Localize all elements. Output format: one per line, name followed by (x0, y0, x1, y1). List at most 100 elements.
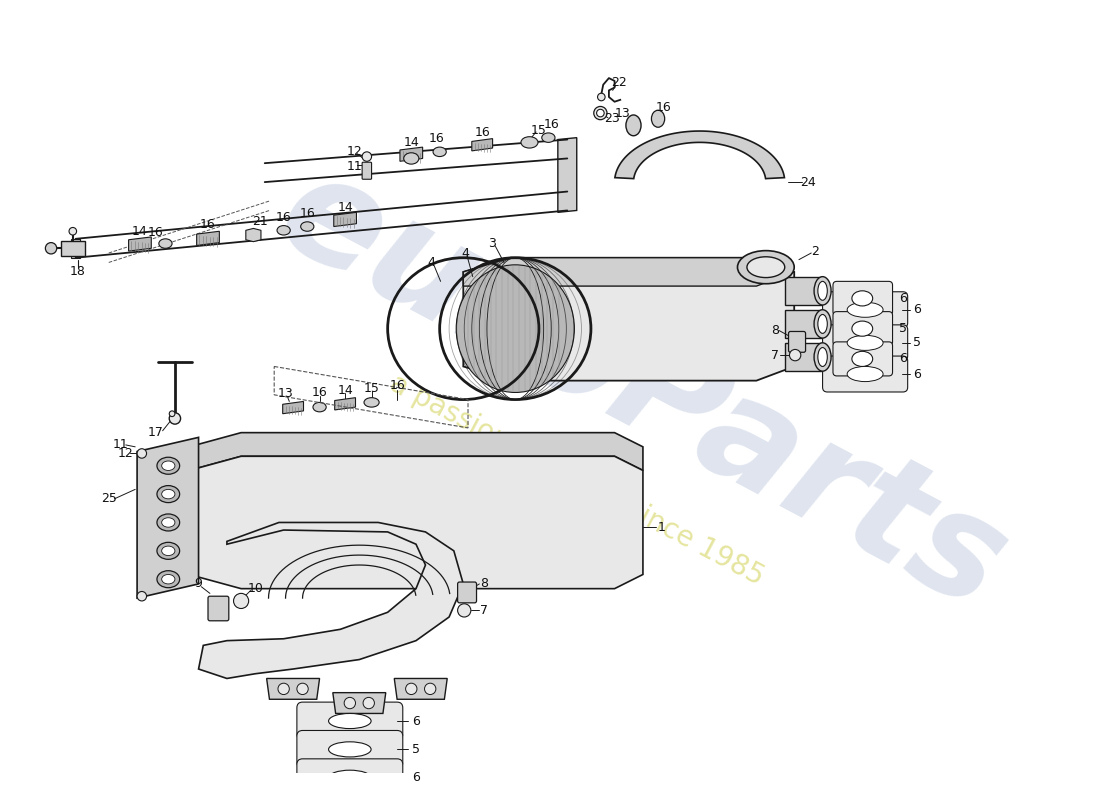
Text: 4: 4 (461, 246, 469, 259)
Ellipse shape (542, 133, 556, 142)
Circle shape (406, 683, 417, 694)
Text: 15: 15 (531, 123, 547, 137)
Circle shape (233, 594, 249, 609)
Polygon shape (70, 239, 80, 258)
Ellipse shape (737, 250, 794, 284)
Ellipse shape (747, 257, 784, 278)
Text: 22: 22 (612, 76, 627, 90)
Ellipse shape (851, 351, 872, 366)
FancyBboxPatch shape (823, 292, 907, 328)
FancyBboxPatch shape (823, 356, 907, 392)
Text: 16: 16 (311, 386, 328, 399)
Polygon shape (784, 310, 823, 338)
Text: 9: 9 (195, 578, 202, 590)
Circle shape (169, 413, 180, 424)
Polygon shape (129, 237, 152, 251)
Text: 16: 16 (276, 210, 292, 223)
Text: 24: 24 (801, 175, 816, 189)
Text: 6: 6 (899, 292, 906, 305)
Polygon shape (784, 343, 823, 371)
Ellipse shape (329, 714, 371, 729)
Ellipse shape (157, 458, 179, 474)
Text: a passion for parts since 1985: a passion for parts since 1985 (385, 369, 769, 590)
Polygon shape (463, 258, 794, 381)
Text: 14: 14 (404, 136, 419, 149)
Text: 11: 11 (113, 438, 129, 451)
Ellipse shape (162, 490, 175, 499)
FancyBboxPatch shape (297, 759, 403, 797)
Text: 6: 6 (913, 367, 921, 381)
Text: 16: 16 (389, 379, 405, 392)
Ellipse shape (329, 770, 371, 786)
Ellipse shape (847, 366, 883, 382)
FancyBboxPatch shape (458, 582, 476, 603)
Text: 5: 5 (412, 743, 420, 756)
Text: 16: 16 (656, 101, 672, 114)
Text: 12: 12 (118, 447, 133, 460)
Text: 12: 12 (346, 146, 362, 158)
Text: 16: 16 (543, 118, 559, 131)
Ellipse shape (162, 574, 175, 584)
Circle shape (596, 110, 604, 117)
Polygon shape (138, 438, 199, 598)
Circle shape (594, 106, 607, 120)
Circle shape (45, 242, 57, 254)
Ellipse shape (456, 265, 574, 393)
Circle shape (69, 227, 77, 235)
Text: 23: 23 (604, 112, 619, 126)
Ellipse shape (626, 115, 641, 136)
Ellipse shape (364, 398, 380, 407)
Text: 25: 25 (101, 492, 117, 506)
Text: 6: 6 (913, 303, 921, 316)
Text: 6: 6 (412, 714, 420, 727)
Text: euroParts: euroParts (256, 140, 1028, 640)
Polygon shape (245, 229, 261, 242)
Ellipse shape (314, 402, 327, 412)
Ellipse shape (157, 542, 179, 559)
FancyBboxPatch shape (833, 342, 892, 376)
Text: 15: 15 (364, 382, 380, 394)
Circle shape (363, 698, 374, 709)
Text: 18: 18 (69, 266, 86, 278)
Polygon shape (266, 678, 320, 699)
Circle shape (425, 683, 436, 694)
Ellipse shape (158, 239, 172, 248)
Ellipse shape (162, 518, 175, 527)
Text: 14: 14 (338, 383, 353, 397)
Text: 16: 16 (299, 206, 316, 220)
Text: 13: 13 (614, 106, 630, 119)
FancyBboxPatch shape (789, 331, 805, 352)
Circle shape (138, 449, 146, 458)
Ellipse shape (851, 321, 872, 336)
Ellipse shape (851, 291, 872, 306)
Ellipse shape (814, 277, 832, 305)
Circle shape (344, 698, 355, 709)
Ellipse shape (433, 147, 447, 157)
Polygon shape (333, 693, 386, 714)
Polygon shape (615, 131, 784, 178)
Text: 8: 8 (480, 578, 488, 590)
Polygon shape (463, 258, 794, 286)
Text: 5: 5 (913, 336, 921, 350)
Polygon shape (283, 402, 304, 414)
FancyBboxPatch shape (362, 162, 372, 179)
Ellipse shape (162, 461, 175, 470)
Polygon shape (394, 678, 448, 699)
Ellipse shape (162, 546, 175, 555)
Ellipse shape (651, 110, 664, 127)
Polygon shape (334, 398, 355, 410)
Ellipse shape (847, 335, 883, 350)
Text: 1: 1 (658, 521, 666, 534)
FancyBboxPatch shape (823, 325, 907, 361)
Ellipse shape (817, 282, 827, 300)
Circle shape (597, 94, 605, 101)
Polygon shape (472, 138, 493, 151)
Ellipse shape (404, 153, 419, 164)
Text: 16: 16 (474, 126, 491, 139)
Text: 4: 4 (427, 256, 436, 269)
Circle shape (138, 591, 146, 601)
Polygon shape (60, 241, 85, 256)
Text: 16: 16 (429, 132, 444, 145)
Text: 14: 14 (338, 201, 353, 214)
Circle shape (169, 411, 175, 417)
